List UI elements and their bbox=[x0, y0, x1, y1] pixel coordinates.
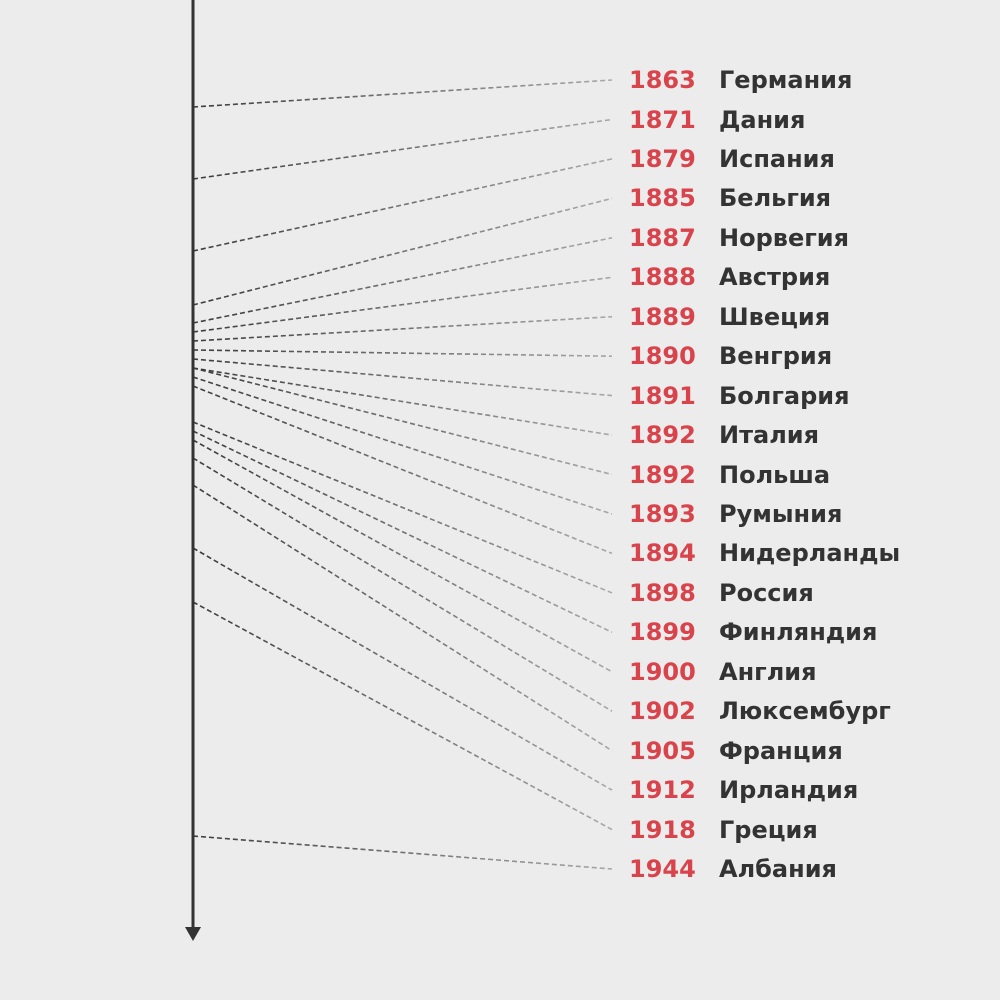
connector-line bbox=[192, 276, 613, 333]
timeline-entry: 1905 Франция bbox=[629, 736, 1000, 766]
timeline-entry: 1885 Бельгия bbox=[629, 183, 1000, 213]
entry-year: 1879 bbox=[629, 144, 696, 173]
entry-country: Румыния bbox=[719, 500, 843, 528]
entry-country: Польша bbox=[719, 460, 831, 489]
entry-country: Дания bbox=[719, 105, 806, 134]
timeline-entry: 1900 Англия bbox=[629, 657, 1000, 687]
entry-country: Испания bbox=[719, 144, 835, 173]
connector-line bbox=[192, 439, 613, 673]
entry-year: 1900 bbox=[629, 657, 696, 686]
entry-country: Нидерланды bbox=[719, 539, 901, 568]
connector-line bbox=[192, 79, 613, 108]
timeline-entry: 1892 Польша bbox=[629, 460, 1000, 490]
connector-line bbox=[192, 237, 613, 324]
entry-country: Финляндия bbox=[719, 618, 878, 647]
axis-arrow-icon bbox=[185, 927, 201, 941]
timeline-entry: 1888 Австрия bbox=[629, 262, 1000, 292]
entry-country: Россия bbox=[719, 578, 814, 607]
entry-year: 1905 bbox=[629, 736, 696, 765]
timeline-entry: 1889 Швеция bbox=[629, 302, 1000, 332]
timeline-entry: 1871 Дания bbox=[629, 105, 1000, 135]
connector-line bbox=[192, 457, 613, 712]
entry-year: 1892 bbox=[629, 460, 696, 489]
connector-line bbox=[192, 367, 613, 476]
entry-year: 1863 bbox=[629, 66, 696, 94]
entry-country: Бельгия bbox=[719, 184, 832, 213]
timeline-entry: 1918 Греция bbox=[629, 815, 1000, 845]
entry-year: 1890 bbox=[629, 342, 696, 371]
connector-lines bbox=[192, 79, 613, 870]
connector-line bbox=[192, 197, 613, 306]
timeline-entry: 1887 Норвегия bbox=[629, 223, 1000, 253]
entry-year: 1912 bbox=[629, 776, 696, 805]
entry-country: Италия bbox=[719, 421, 819, 450]
entry-year: 1893 bbox=[629, 500, 696, 528]
entry-country: Австрия bbox=[719, 263, 831, 292]
timeline-entry: 1890 Венгрия bbox=[629, 341, 1000, 371]
entry-year: 1888 bbox=[629, 263, 696, 292]
entry-country: Греция bbox=[719, 815, 818, 844]
entry-country: Германия bbox=[719, 66, 853, 94]
entry-year: 1889 bbox=[629, 302, 696, 331]
entry-year: 1899 bbox=[629, 618, 696, 647]
entry-year: 1902 bbox=[629, 697, 696, 726]
connector-line bbox=[192, 430, 613, 634]
connector-line bbox=[192, 367, 613, 436]
connector-line bbox=[192, 315, 613, 342]
timeline-entry: 1902 Люксембург bbox=[629, 696, 1000, 726]
connector-line bbox=[192, 547, 613, 791]
connector-line bbox=[192, 601, 613, 831]
timeline-entry: 1944 Албания bbox=[629, 854, 1000, 884]
timeline-entry: 1893 Румыния bbox=[629, 499, 1000, 529]
timeline-entry: 1892 Италия bbox=[629, 420, 1000, 450]
connector-line bbox=[192, 349, 613, 357]
entry-year: 1885 bbox=[629, 184, 696, 213]
entry-year: 1944 bbox=[629, 855, 696, 883]
entry-country: Норвегия bbox=[719, 223, 849, 252]
entry-year: 1891 bbox=[629, 381, 696, 410]
connector-line bbox=[192, 158, 613, 252]
entry-country: Люксембург bbox=[719, 697, 891, 726]
connector-line bbox=[192, 835, 613, 870]
connector-line bbox=[192, 484, 613, 752]
timeline-entry: 1912 Ирландия bbox=[629, 775, 1000, 805]
entry-country: Франция bbox=[719, 736, 843, 765]
entry-year: 1887 bbox=[629, 223, 696, 252]
entry-year: 1894 bbox=[629, 539, 696, 568]
entry-country: Ирландия bbox=[719, 776, 859, 805]
connector-line bbox=[192, 118, 613, 180]
connector-line bbox=[192, 358, 613, 397]
entry-year: 1918 bbox=[629, 815, 696, 844]
timeline-entry: 1898 Россия bbox=[629, 578, 1000, 608]
entry-country: Болгария bbox=[719, 381, 850, 410]
entry-year: 1871 bbox=[629, 105, 696, 134]
timeline-entry: 1879 Испания bbox=[629, 144, 1000, 174]
connector-line bbox=[192, 421, 613, 594]
timeline-entry: 1899 Финляндия bbox=[629, 617, 1000, 647]
entry-country: Швеция bbox=[719, 302, 831, 331]
entry-country: Англия bbox=[719, 657, 817, 686]
timeline-entry: 1891 Болгария bbox=[629, 381, 1000, 411]
timeline-entry: 1863 Германия bbox=[629, 65, 1000, 95]
entry-year: 1892 bbox=[629, 421, 696, 450]
entry-country: Албания bbox=[719, 855, 837, 883]
connector-line bbox=[192, 385, 613, 555]
connector-line bbox=[192, 376, 613, 515]
timeline-entry: 1894 Нидерланды bbox=[629, 538, 1000, 568]
entry-year: 1898 bbox=[629, 578, 696, 607]
entry-country: Венгрия bbox=[719, 342, 833, 371]
